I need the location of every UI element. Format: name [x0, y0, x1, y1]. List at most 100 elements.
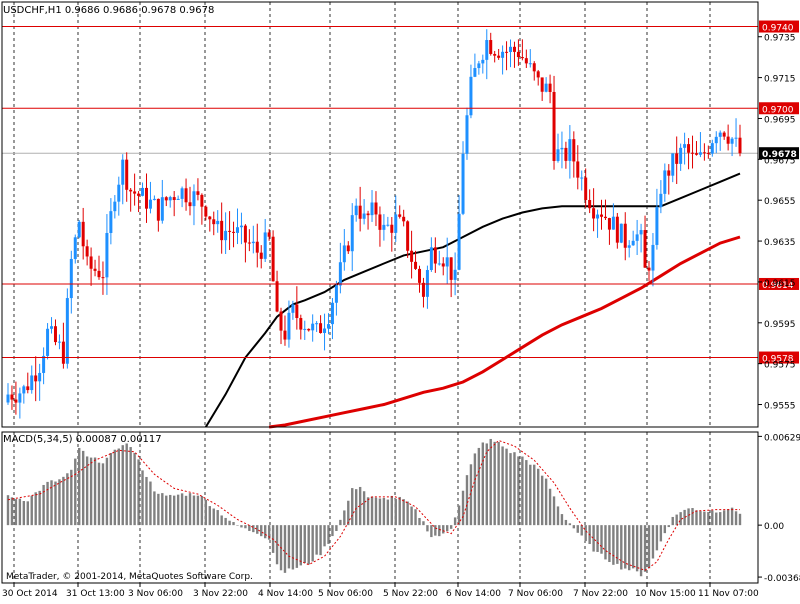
candle-body — [540, 77, 544, 92]
macd-histogram-bar — [683, 509, 686, 526]
macd-histogram-bar — [66, 473, 69, 526]
candle-body — [687, 144, 691, 153]
macd-histogram-bar — [248, 525, 251, 531]
candle-body — [180, 188, 184, 199]
candlesticks — [6, 29, 742, 419]
candle-body — [267, 232, 271, 237]
macd-histogram-bar — [184, 495, 188, 526]
candle-body — [176, 198, 180, 200]
candle-body — [623, 223, 627, 248]
price-level-label: 0.9614 — [762, 281, 794, 291]
candle-body — [303, 328, 307, 330]
candle-body — [144, 187, 148, 209]
candle-body — [18, 393, 22, 403]
horizontal-levels[interactable]: 0.9740 0.9700 0.9614 0.9578 — [2, 20, 799, 365]
candle-body — [627, 245, 631, 248]
macd-histogram-bar — [141, 470, 144, 526]
candle-body — [576, 161, 580, 178]
candle-body — [184, 188, 188, 203]
macd-histogram-bar — [180, 493, 184, 526]
macd-histogram-bar — [311, 525, 314, 562]
macd-histogram-bar — [224, 517, 227, 526]
candle-body — [603, 216, 607, 219]
y-tick-label: 0.9595 — [764, 320, 796, 330]
macd-histogram-bar — [687, 508, 690, 526]
macd-histogram-bar — [303, 525, 306, 564]
candle-body — [560, 147, 564, 150]
macd-histogram-bar — [517, 456, 520, 526]
candle-body — [152, 198, 156, 200]
macd-histogram-bar — [327, 525, 330, 544]
macd-histogram-bar — [133, 452, 136, 526]
candle-body — [663, 170, 667, 194]
macd-histogram-bar — [722, 510, 726, 526]
candle-body — [366, 213, 370, 216]
x-tick-label: 7 Nov 22:00 — [573, 589, 628, 599]
macd-histogram-bar — [370, 496, 374, 526]
macd-histogram-bar — [236, 525, 239, 526]
x-tick-label: 7 Nov 06:00 — [508, 589, 563, 599]
candle-body — [77, 221, 81, 238]
candle-body — [73, 237, 77, 259]
candle-body — [485, 40, 489, 60]
macd-histogram-bar — [232, 522, 235, 526]
macd-histogram-bar — [576, 525, 579, 533]
macd-histogram-bar — [331, 525, 334, 537]
macd-histogram-bar — [730, 507, 734, 526]
candle-body — [619, 223, 623, 243]
macd-histogram-bar — [378, 498, 382, 526]
candle-body — [378, 214, 382, 230]
macd-histogram-bar — [307, 525, 310, 565]
candle-body — [204, 206, 208, 217]
macd-histogram-bar — [426, 525, 429, 532]
candle-body — [259, 252, 263, 259]
macd-histogram-bar — [153, 491, 156, 526]
candle-body — [489, 40, 493, 54]
candle-body — [580, 177, 584, 179]
candle-body — [271, 236, 275, 282]
macd-histogram-bar — [129, 447, 132, 526]
macd-histogram-bar — [699, 511, 702, 526]
candle-body — [461, 153, 465, 214]
candle-body — [445, 257, 449, 267]
candle-body — [615, 216, 619, 243]
price-level-label: 0.9740 — [762, 24, 794, 34]
macd-histogram-bar — [540, 475, 544, 526]
current-price-label: 0.9678 — [762, 150, 797, 160]
macd-histogram-bar — [196, 495, 200, 526]
candle-body — [600, 214, 604, 217]
macd-histogram-bar — [169, 494, 172, 526]
macd-histogram-bar — [78, 447, 81, 526]
candle-body — [97, 270, 101, 278]
macd-histogram-bar — [473, 453, 477, 526]
candle-body — [93, 268, 97, 271]
macd-histogram-bar — [691, 508, 694, 526]
macd-histogram-bar — [323, 525, 326, 547]
candle-body — [441, 263, 445, 267]
macd-histogram-bar — [70, 469, 73, 526]
candle-body — [429, 247, 433, 271]
candle-body — [295, 304, 299, 319]
candle-body — [334, 285, 338, 303]
candle-body — [651, 244, 655, 271]
macd-histogram-bar — [584, 525, 587, 542]
macd-histogram-bar — [469, 464, 473, 526]
macd-histogram-bar — [38, 490, 41, 526]
x-tick-label: 5 Nov 06:00 — [318, 589, 373, 599]
macd-histogram-bar — [200, 496, 204, 526]
candle-body — [30, 375, 34, 391]
candle-body — [22, 386, 26, 394]
macd-histogram-bar — [442, 525, 445, 534]
candle-body — [552, 91, 556, 161]
candle-body — [239, 225, 243, 228]
macd-histogram-bar — [635, 525, 639, 572]
macd-histogram-bar — [525, 460, 528, 526]
copyright-text: MetaTrader, © 2001-2014, MetaQuotes Soft… — [6, 572, 253, 582]
candle-body — [141, 187, 145, 196]
candle-body — [730, 138, 734, 144]
macd-histogram-bar — [212, 508, 215, 526]
candle-body — [34, 375, 38, 382]
macd-histogram-bar — [544, 478, 548, 526]
